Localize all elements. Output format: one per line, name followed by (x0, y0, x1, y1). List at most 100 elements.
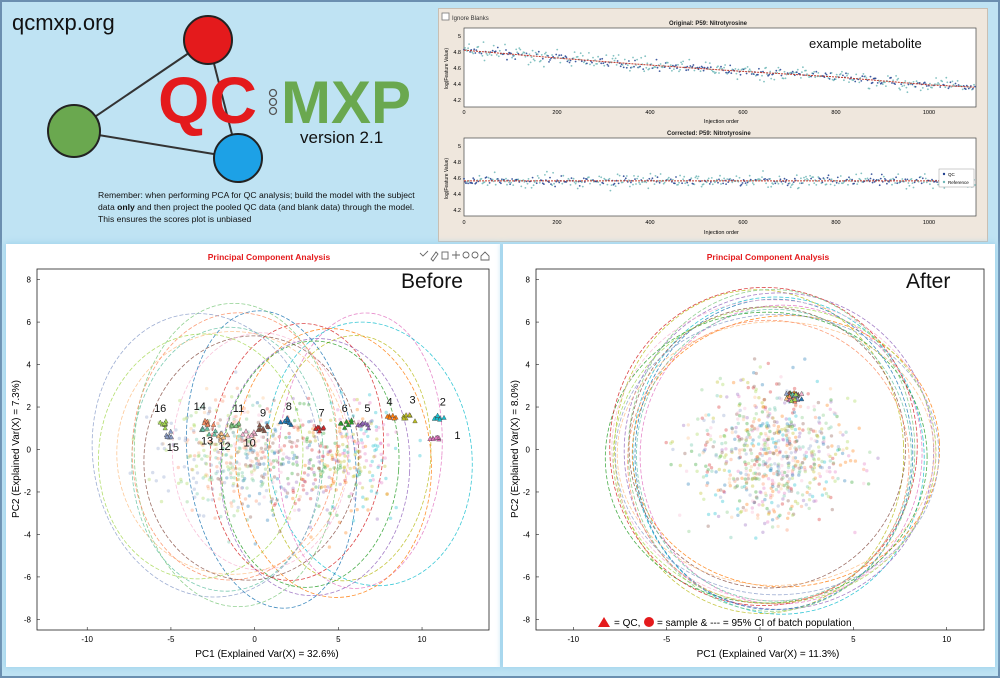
sample-point (810, 467, 814, 472)
before-label: Before (401, 270, 463, 293)
pan-icon[interactable] (452, 251, 460, 259)
sample-point (773, 462, 777, 466)
sample-point (308, 440, 313, 445)
metabolite-point (938, 83, 940, 86)
sample-point (718, 376, 722, 381)
batch-ci-ellipse (209, 323, 384, 581)
metabolite-point (911, 182, 914, 185)
sample-point (365, 497, 369, 501)
sample-point (204, 472, 208, 477)
metabolite-point (548, 181, 550, 184)
sample-point (791, 465, 796, 469)
sample-point (242, 446, 246, 450)
brush-icon[interactable] (430, 251, 439, 262)
metabolite-point (823, 178, 826, 181)
export-icon[interactable] (419, 250, 429, 257)
sample-point (805, 485, 810, 489)
sample-point (761, 474, 766, 478)
ignore-blanks-checkbox[interactable] (441, 12, 450, 21)
sample-point (329, 483, 333, 488)
metabolite-point (658, 181, 661, 184)
sample-point (807, 486, 812, 490)
sample-point (418, 438, 422, 443)
sample-point (761, 475, 765, 479)
metabolite-point (830, 178, 833, 181)
metabolite-point (558, 181, 561, 184)
sample-point (358, 466, 362, 470)
zoom-out-icon[interactable] (471, 251, 479, 259)
sample-point (788, 442, 792, 446)
sample-point (750, 458, 754, 463)
sample-point (808, 493, 812, 497)
sample-point (724, 428, 728, 432)
sample-point (231, 462, 235, 466)
metabolite-point (748, 68, 751, 71)
sample-point (782, 483, 786, 488)
metabolite-point (491, 49, 494, 52)
metabolite-point (467, 182, 469, 185)
metabolite-point (961, 88, 964, 91)
sample-point (216, 456, 220, 461)
zoom-in-icon[interactable] (462, 251, 470, 259)
sample-point (822, 487, 827, 491)
metabolite-point (517, 52, 520, 55)
sample-point (774, 430, 779, 435)
sample-point (771, 489, 775, 494)
sample-point (725, 395, 729, 399)
metabolite-point (761, 176, 763, 179)
sample-point (198, 440, 202, 444)
metabolite-point (529, 61, 532, 64)
sample-point (371, 444, 375, 448)
metabolite-point (954, 82, 957, 85)
sample-point (356, 474, 360, 478)
metabolite-point (891, 82, 893, 84)
metabolite-point (551, 54, 553, 56)
sample-point (784, 454, 789, 459)
metabolite-point (855, 173, 858, 176)
metabolite-point (974, 184, 976, 186)
sample-point (257, 439, 261, 443)
metabolite-point (813, 70, 816, 73)
sample-point (255, 451, 259, 455)
metabolite-point (893, 178, 895, 181)
sample-point (800, 415, 804, 420)
sample-point (307, 466, 311, 470)
sample-point (324, 488, 328, 493)
sample-point (819, 431, 824, 435)
home-icon[interactable] (480, 251, 490, 261)
sample-point (790, 504, 794, 509)
sample-point (798, 431, 802, 435)
metabolite-point (652, 67, 655, 69)
metabolite-point (722, 182, 724, 185)
datatip-icon[interactable] (441, 251, 449, 260)
metabolite-point (720, 65, 722, 68)
sample-point (730, 426, 734, 430)
sample-point (156, 446, 160, 451)
sample-point (310, 448, 314, 452)
batch-ci-ellipse (628, 306, 906, 589)
metabolite-point (808, 183, 810, 186)
sample-point (317, 450, 321, 454)
sample-point (224, 461, 229, 465)
sample-point (217, 424, 221, 428)
sample-point (294, 460, 299, 464)
metabolite-point (573, 181, 576, 184)
sample-point (197, 441, 201, 445)
sample-point (222, 469, 226, 473)
sample-point (305, 446, 310, 450)
sample-point (817, 482, 821, 486)
xtick: 10 (418, 635, 427, 644)
metabolite-point (789, 186, 792, 189)
sample-point (743, 442, 748, 446)
metabolite-point (700, 185, 703, 188)
red-node-icon (183, 15, 233, 65)
sample-point (199, 441, 203, 445)
metabolite-point (770, 77, 773, 80)
qc-marker (206, 431, 212, 437)
sample-point (385, 492, 389, 496)
bottom-yticks: 5 4.8 4.6 4.4 4.2 (453, 144, 461, 214)
metabolite-point (708, 62, 711, 64)
sample-point (261, 481, 265, 485)
sample-point (319, 485, 323, 490)
sample-point (210, 427, 214, 431)
